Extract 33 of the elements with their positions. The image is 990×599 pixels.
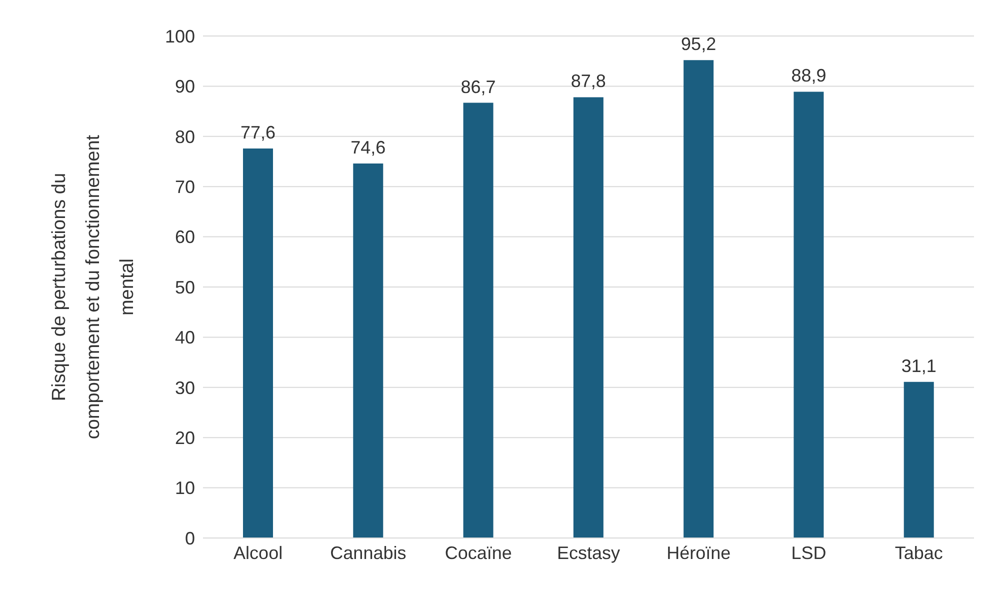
y-tick-label: 0: [184, 528, 195, 548]
y-tick-label: 100: [164, 26, 195, 46]
data-label: 77,6: [240, 122, 276, 142]
y-tick-label: 30: [174, 378, 195, 398]
data-label: 87,8: [570, 71, 606, 92]
data-label: 95,2: [681, 34, 716, 54]
bar: [573, 97, 604, 538]
x-tick-label: Ecstasy: [556, 542, 620, 563]
data-label: 31,1: [901, 356, 936, 376]
y-tick-label: 60: [174, 227, 195, 248]
data-label: 74,6: [350, 138, 386, 158]
x-tick-label: Cannabis: [330, 542, 406, 563]
x-tick-label: Alcool: [234, 542, 283, 563]
data-label: 88,9: [791, 66, 826, 86]
y-tick-label: 20: [174, 428, 195, 448]
bar: [243, 148, 273, 538]
x-tick-label: LSD: [791, 542, 826, 563]
x-tick-label: Cocaïne: [444, 542, 512, 563]
bar: [463, 102, 494, 538]
data-label: 86,7: [460, 76, 496, 97]
x-tick-label: Héroïne: [666, 542, 731, 563]
y-tick-label: 50: [174, 277, 195, 298]
bar: [684, 60, 714, 538]
y-tick-label: 90: [174, 76, 195, 97]
y-axis-title: Risque de perturbations du comportement et du fonctionnement mental: [49, 134, 138, 440]
y-tick-label: 40: [174, 328, 195, 348]
x-tick-label: Tabac: [894, 542, 943, 563]
y-tick-label: 70: [174, 176, 195, 197]
bar: [353, 164, 384, 538]
bar: [904, 382, 934, 538]
y-tick-label: 10: [174, 478, 195, 498]
bar: [794, 92, 824, 538]
y-tick-label: 80: [174, 126, 195, 147]
